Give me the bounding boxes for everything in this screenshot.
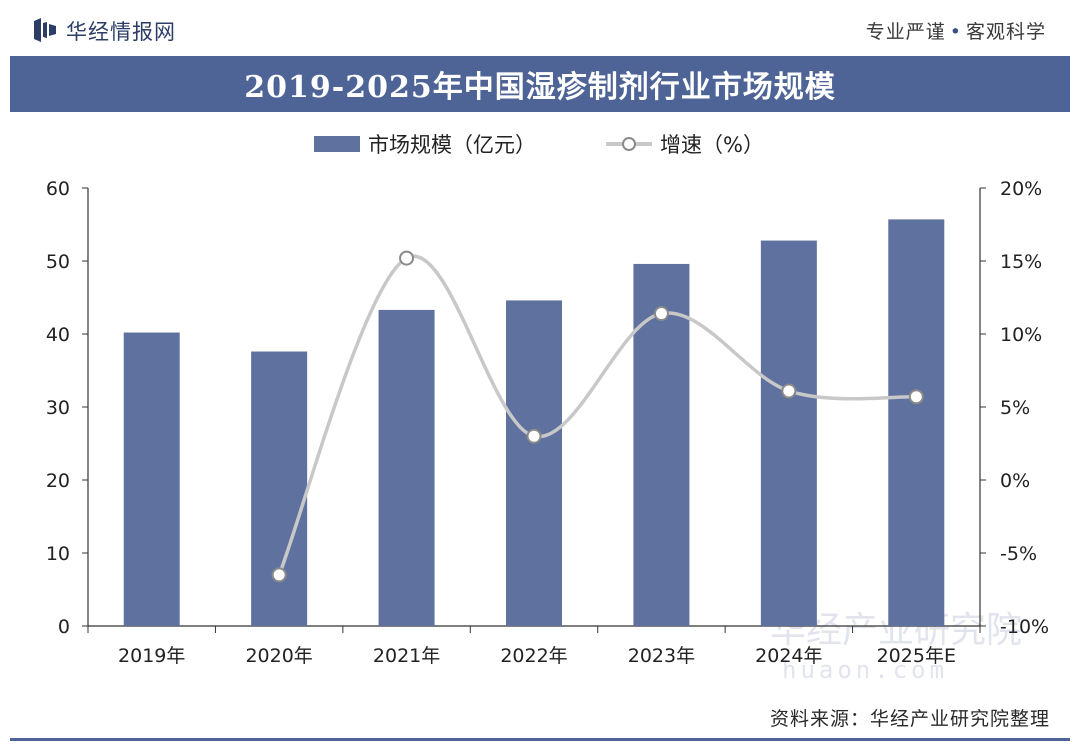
legend: 市场规模（亿元） 增速（%） [314,133,764,157]
x-tick-label: 2024年 [755,645,822,667]
title-bar: 2019-2025年中国湿疹制剂行业市场规模 [10,56,1070,112]
y-right-tick-label: 15% [1000,251,1042,273]
y-right-tick-label: 10% [1000,324,1042,346]
y-right-tick-label: 5% [1000,397,1030,419]
chart-title: 2019-2025年中国湿疹制剂行业市场规模 [244,70,836,105]
footer-line [10,738,1070,741]
growth-point [271,567,287,583]
x-tick-label: 2019年 [118,645,185,667]
x-tick-label: 2022年 [500,645,567,667]
slogan: 专业严谨 • 客观科学 [866,17,1046,44]
growth-point [399,250,415,266]
growth-point [526,428,542,444]
x-tick-label: 2020年 [245,645,312,667]
brand-name: 华经情报网 [66,20,176,44]
slogan-separator: • [949,21,962,43]
axes: 0 10 20 30 40 50 60 -10% -5% 0% 5% 10% 15% 20% 2019年 20… [46,178,1049,667]
source-note: 资料来源：华经产业研究院整理 [769,708,1050,730]
bars [123,219,945,626]
y-left-tick-label: 30 [46,397,70,419]
legend-line-marker [622,137,636,151]
y-left-tick-label: 20 [46,470,70,492]
growth-point [781,383,797,399]
x-tick-label: 2021年 [373,645,440,667]
legend-bar-swatch [314,136,360,152]
bar-2025年E [888,219,945,626]
y-left-tick-label: 40 [46,324,70,346]
bar-2021年 [378,309,435,626]
watermark-url: huaon.com [782,656,948,684]
growth-point [908,389,924,405]
y-left-tick-label: 50 [46,251,70,273]
legend-line-label: 增速（%） [660,133,764,157]
y-right-tick-label: -10% [1000,616,1049,638]
y-left-tick-label: 60 [46,178,70,200]
x-tick-label: 2023年 [628,645,695,667]
growth-point [653,306,669,322]
y-left-tick-label: 0 [58,616,70,638]
bar-2019年 [123,332,180,626]
y-right-tick-label: -5% [1000,543,1037,565]
slogan-left: 专业严谨 [865,21,946,43]
bar-2020年 [251,351,308,626]
bar-2022年 [506,300,562,626]
y-right-tick-label: 0% [1000,470,1030,492]
header-bar: 华经情报网 专业严谨 • 客观科学 [0,0,1080,56]
growth-line [271,250,924,583]
legend-bar-label: 市场规模（亿元） [368,133,536,157]
slogan-right: 客观科学 [965,21,1046,43]
chart: 华经产业研究院 huaon.com 市场规模（亿元） 增速（%） 0102030… [46,133,1049,684]
y-left-tick-label: 10 [46,543,70,565]
y-right-tick-label: 20% [1000,178,1042,200]
brand-logo-icon [34,18,56,42]
growth-line-path [277,254,917,576]
x-tick-label: 2025年E [877,645,956,667]
bar-2024年 [760,240,817,626]
